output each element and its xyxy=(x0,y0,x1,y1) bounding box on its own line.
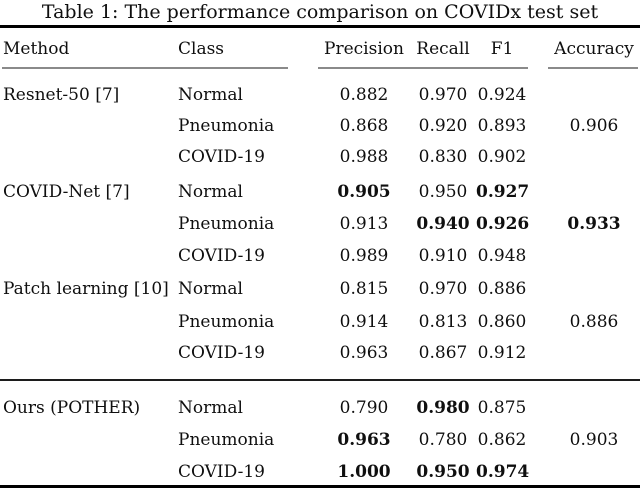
cell-class: Pneumonia xyxy=(178,116,275,136)
cell-precision: 0.989 xyxy=(339,246,389,266)
cell-accuracy xyxy=(528,146,640,168)
cell-class: COVID-19 xyxy=(178,246,265,266)
cell-precision: 0.882 xyxy=(339,85,389,105)
cell-precision: 0.914 xyxy=(339,312,389,332)
cell-f1: 0.912 xyxy=(477,343,527,363)
cell-class: Normal xyxy=(178,182,243,202)
column-header-precision: Precision xyxy=(324,39,404,59)
cell-f1: 0.927 xyxy=(476,182,530,202)
table-caption: Table 1: The performance comparison on C… xyxy=(41,1,599,23)
cell-method: Ours (POTHER) xyxy=(3,398,141,418)
table-row: COVID-19 0.963 0.867 0.912 xyxy=(0,342,640,364)
cell-method: Resnet-50 [7] xyxy=(3,85,120,105)
cell-recall: 0.970 xyxy=(418,85,468,105)
cell-recall: 0.813 xyxy=(418,312,468,332)
cell-recall: 0.867 xyxy=(418,343,468,363)
cell-class: Normal xyxy=(178,85,243,105)
cell-method xyxy=(0,342,178,364)
cell-class: Pneumonia xyxy=(178,214,275,234)
table-row: COVID-19 0.989 0.910 0.948 xyxy=(0,245,640,267)
cell-f1: 0.860 xyxy=(477,312,527,332)
header-underline-metrics xyxy=(318,67,528,69)
column-header-method: Method xyxy=(3,39,70,59)
cell-recall: 0.940 xyxy=(416,214,470,234)
cell-recall: 0.950 xyxy=(416,462,470,482)
table-row: Pneumonia 0.963 0.780 0.862 0.903 xyxy=(0,429,640,451)
table-row: Ours (POTHER) Normal 0.790 0.980 0.875 xyxy=(0,397,640,419)
bottom-rule xyxy=(0,485,640,488)
cell-recall: 0.780 xyxy=(418,430,468,450)
table-row: COVID-19 0.988 0.830 0.902 xyxy=(0,146,640,168)
cell-accuracy xyxy=(528,461,640,483)
cell-method xyxy=(0,245,178,267)
cell-f1: 0.924 xyxy=(477,85,527,105)
table-row: Pneumonia 0.913 0.940 0.926 0.933 xyxy=(0,213,640,235)
cell-f1: 0.893 xyxy=(477,116,527,136)
cell-f1: 0.902 xyxy=(477,147,527,167)
cell-recall: 0.980 xyxy=(416,398,470,418)
cell-method xyxy=(0,146,178,168)
cell-accuracy xyxy=(528,278,640,300)
cell-recall: 0.920 xyxy=(418,116,468,136)
cell-class: Normal xyxy=(178,279,243,299)
cell-f1: 0.886 xyxy=(477,279,527,299)
cell-method xyxy=(0,115,178,137)
cell-accuracy xyxy=(528,342,640,364)
column-header-accuracy: Accuracy xyxy=(554,39,634,59)
cell-recall: 0.950 xyxy=(418,182,468,202)
cell-method xyxy=(0,311,178,333)
cell-class: COVID-19 xyxy=(178,343,265,363)
table-row: COVID-19 1.000 0.950 0.974 xyxy=(0,461,640,483)
cell-class: Pneumonia xyxy=(178,312,275,332)
cell-accuracy: 0.906 xyxy=(569,116,619,136)
cell-precision: 0.868 xyxy=(339,116,389,136)
cell-accuracy xyxy=(528,245,640,267)
cell-precision: 0.815 xyxy=(339,279,389,299)
cell-method: Patch learning [10] xyxy=(3,279,169,299)
table-row: Resnet-50 [7] Normal 0.882 0.970 0.924 xyxy=(0,84,640,106)
cell-method: COVID-Net [7] xyxy=(3,182,130,202)
header-underline-method-class xyxy=(2,67,288,69)
cell-f1: 0.926 xyxy=(476,214,530,234)
cell-precision: 0.963 xyxy=(339,343,389,363)
cell-recall: 0.970 xyxy=(418,279,468,299)
cell-accuracy xyxy=(528,181,640,203)
cell-accuracy: 0.886 xyxy=(569,312,619,332)
cell-method xyxy=(0,429,178,451)
cell-accuracy xyxy=(528,397,640,419)
cell-method xyxy=(0,213,178,235)
header-row: Method Class Precision Recall F1 Accurac… xyxy=(0,38,640,60)
cell-precision: 1.000 xyxy=(337,462,391,482)
cell-method xyxy=(0,461,178,483)
cell-accuracy: 0.933 xyxy=(567,214,621,234)
cell-recall: 0.910 xyxy=(418,246,468,266)
cell-f1: 0.974 xyxy=(476,462,530,482)
cell-precision: 0.913 xyxy=(339,214,389,234)
column-header-class: Class xyxy=(178,39,225,59)
cell-f1: 0.862 xyxy=(477,430,527,450)
column-header-f1: F1 xyxy=(490,39,514,59)
cell-precision: 0.905 xyxy=(337,182,391,202)
cell-class: Pneumonia xyxy=(178,430,275,450)
cell-class: COVID-19 xyxy=(178,147,265,167)
table-row: Pneumonia 0.914 0.813 0.860 0.886 xyxy=(0,311,640,333)
cell-f1: 0.875 xyxy=(477,398,527,418)
table-row: COVID-Net [7] Normal 0.905 0.950 0.927 xyxy=(0,181,640,203)
cell-accuracy xyxy=(528,84,640,106)
cell-class: Normal xyxy=(178,398,243,418)
cell-f1: 0.948 xyxy=(477,246,527,266)
cell-precision: 0.790 xyxy=(339,398,389,418)
ours-separator-rule xyxy=(0,379,640,382)
cell-precision: 0.988 xyxy=(339,147,389,167)
column-header-recall: Recall xyxy=(416,39,470,59)
table-row: Pneumonia 0.868 0.920 0.893 0.906 xyxy=(0,115,640,137)
top-rule xyxy=(0,25,640,28)
header-underline-accuracy xyxy=(548,67,638,69)
cell-precision: 0.963 xyxy=(337,430,391,450)
cell-class: COVID-19 xyxy=(178,462,265,482)
table-row: Patch learning [10] Normal 0.815 0.970 0.886 xyxy=(0,278,640,300)
cell-recall: 0.830 xyxy=(418,147,468,167)
cell-accuracy: 0.903 xyxy=(569,430,619,450)
